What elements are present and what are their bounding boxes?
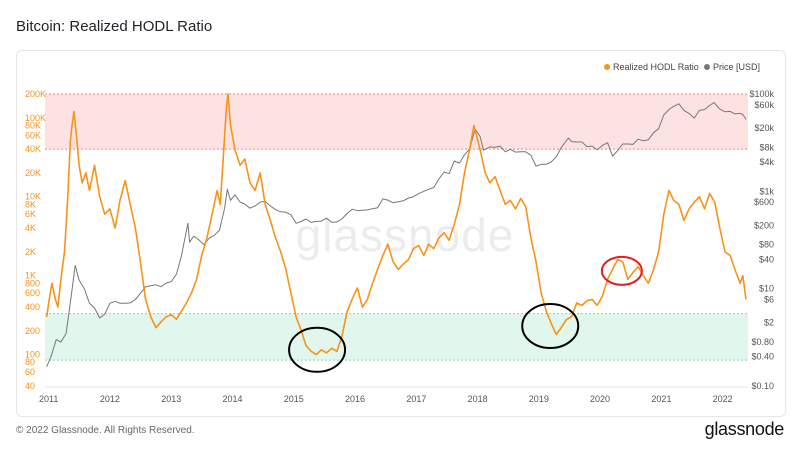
x-tick-label: 2014 [223, 394, 243, 404]
left-tick-label: 200K [25, 89, 46, 99]
left-tick-label: 2K [25, 247, 36, 257]
left-tick-label: 100K [25, 113, 46, 123]
left-tick-label: 40K [25, 144, 41, 154]
left-tick-label: 10K [25, 192, 41, 202]
price-series [46, 102, 747, 367]
right-tick-label: $100k [749, 89, 774, 99]
x-tick-label: 2011 [39, 394, 58, 404]
right-tick-label: $80 [759, 240, 774, 250]
left-tick-label: 4K [25, 223, 36, 233]
x-tick-label: 2017 [406, 394, 426, 404]
legend-marker-1[interactable] [704, 64, 710, 70]
copyright-footer: © 2022 Glassnode. All Rights Reserved. [16, 425, 195, 436]
left-tick-label: 800 [25, 278, 40, 288]
x-tick-label: 2016 [345, 394, 365, 404]
right-tick-label: $6 [764, 294, 774, 304]
page-title: Bitcoin: Realized HODL Ratio [16, 18, 213, 35]
x-tick-label: 2013 [161, 394, 181, 404]
hodl-ratio-series [45, 93, 747, 356]
right-tick-label: $10 [759, 284, 774, 294]
x-axis: 2011 2012 2013 2014 2015 2016 2017 2018 2019 2020… [39, 386, 748, 404]
left-tick-label: 60K [25, 130, 41, 140]
chart-svg: glassnode 4060801002004006008001K2K4K6K8… [25, 62, 774, 404]
band-0 [45, 94, 748, 150]
left-tick-label: 60 [25, 367, 35, 377]
right-tick-label: $40 [759, 254, 774, 264]
right-tick-label: $4k [759, 157, 774, 167]
x-tick-label: 2018 [468, 394, 488, 404]
right-tick-label: $0.80 [751, 337, 774, 347]
legend-label-0[interactable]: Realized HODL Ratio [613, 62, 699, 72]
right-tick-label: $200 [754, 220, 774, 230]
x-tick-label: 2020 [590, 394, 610, 404]
chart-card: glassnode 40 60 80 100 200 400 600 800 1K 2K 4K 6K 8… [16, 50, 786, 417]
x-tick-label: 2022 [713, 394, 733, 404]
left-tick-label: 80 [25, 357, 35, 367]
annotations [288, 255, 643, 373]
left-tick-label: 200 [25, 326, 40, 336]
right-tick-label: $600 [754, 197, 774, 207]
right-axis: $0.10 $0.40 $0.80 $2 $6$10 $40 $80 $200 $600$1k $… [749, 89, 774, 391]
left-tick-label: 40 [25, 381, 35, 391]
left-tick-label: 1K [25, 271, 36, 281]
annotation-circle-2 [600, 255, 643, 286]
right-tick-label: $2 [764, 318, 774, 328]
x-tick-label: 2021 [651, 394, 671, 404]
watermark: glassnode [296, 209, 515, 261]
left-tick-label: 400 [25, 302, 40, 312]
right-tick-label: $0.40 [751, 352, 774, 362]
right-tick-label: $0.10 [751, 381, 774, 391]
left-tick-label: 600 [25, 288, 40, 298]
left-tick-label: 100 [25, 350, 40, 360]
band-1 [45, 313, 748, 361]
annotation-circle-0 [288, 326, 347, 373]
hodl-ratio-line [45, 93, 747, 356]
x-tick-label: 2012 [100, 394, 120, 404]
brand-logo: glassnode [704, 419, 785, 439]
right-tick-label: $60k [754, 100, 774, 110]
right-tick-label: $1k [759, 186, 774, 196]
left-tick-label: 6K [25, 209, 36, 219]
price-line [46, 102, 747, 367]
x-tick-label: 2019 [529, 394, 549, 404]
x-tick-label: 2015 [284, 394, 304, 404]
left-tick-label: 80K [25, 120, 41, 130]
left-tick-label: 20K [25, 168, 41, 178]
right-tick-label: $20k [754, 123, 774, 133]
annotation-circle-1 [521, 303, 580, 350]
legend-label-1[interactable]: Price [USD] [713, 62, 760, 72]
legend[interactable]: Realized HODL Ratio Price [USD] [604, 62, 760, 72]
right-tick-label: $8k [759, 142, 774, 152]
legend-marker-0[interactable] [604, 64, 610, 70]
left-tick-label: 8K [25, 199, 36, 209]
